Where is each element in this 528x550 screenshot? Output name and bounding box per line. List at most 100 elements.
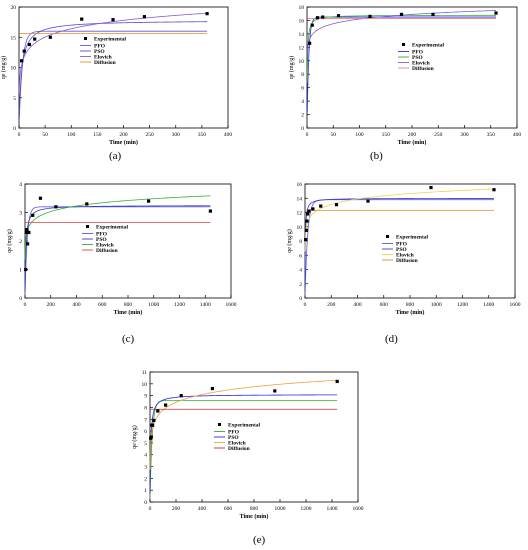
legend-label-experimental: Experimental bbox=[94, 37, 127, 43]
experimental-point bbox=[147, 199, 151, 203]
y-tick-label: 14 bbox=[299, 32, 305, 38]
x-tick-label: 200 bbox=[47, 302, 56, 308]
experimental-point bbox=[305, 219, 309, 223]
y-tick-label: 9 bbox=[144, 394, 147, 400]
y-axis-label: qe (mg/g) bbox=[288, 56, 295, 80]
x-tick-label: 1000 bbox=[148, 302, 159, 308]
y-tick-label: 10 bbox=[142, 382, 148, 388]
x-tick-label: 200 bbox=[119, 132, 128, 138]
experimental-point bbox=[304, 237, 308, 242]
x-tick-label: 200 bbox=[327, 302, 336, 308]
x-tick-label: 400 bbox=[513, 132, 522, 138]
x-tick-label: 1600 bbox=[353, 506, 364, 512]
y-tick-label: 16 bbox=[299, 18, 305, 24]
x-tick-label: 800 bbox=[406, 302, 415, 308]
y-tick-label: 8 bbox=[301, 72, 304, 78]
legend-label-pfo: PFO bbox=[96, 232, 108, 238]
experimental-point bbox=[310, 23, 314, 27]
chart-panel-3: 0 200 400 600 800 1000 1200 1400 1600 0 1 2 3 4 Time (… bbox=[6, 182, 237, 316]
y-tick-label: 2 bbox=[19, 239, 22, 245]
experimental-point bbox=[321, 15, 325, 19]
y-tick-label: 10 bbox=[297, 225, 303, 231]
plot-frame bbox=[24, 183, 232, 299]
x-axis-label: Time (min) bbox=[396, 309, 425, 316]
experimental-point bbox=[142, 15, 146, 19]
panel-label-a: (a) bbox=[109, 150, 122, 162]
y-tick-label: 6 bbox=[301, 86, 304, 92]
legend-label-experimental: Experimental bbox=[412, 43, 445, 49]
y-tick-label: 8 bbox=[144, 405, 147, 411]
experimental-point bbox=[111, 18, 115, 22]
x-tick-label: 400 bbox=[353, 302, 362, 308]
experimental-point bbox=[25, 242, 30, 246]
experimental-point bbox=[80, 17, 84, 21]
experimental-point bbox=[85, 202, 89, 206]
legend-label-pso: PSO bbox=[396, 247, 407, 253]
y-tick-label: 12 bbox=[299, 45, 305, 51]
experimental-point bbox=[48, 35, 52, 39]
series-line-pso bbox=[18, 21, 208, 118]
series-line-pso bbox=[304, 198, 495, 281]
x-tick-label: 1000 bbox=[275, 506, 286, 512]
panel-label-c: (c) bbox=[122, 333, 135, 345]
x-axis-label: Time (min) bbox=[240, 513, 269, 520]
x-tick-label: 200 bbox=[172, 506, 181, 512]
legend-label-experimental: Experimental bbox=[396, 235, 429, 241]
series-line-pfo bbox=[18, 30, 208, 121]
y-tick-label: 2 bbox=[299, 282, 302, 288]
x-tick-label: 1600 bbox=[510, 302, 521, 308]
x-tick-label: 1400 bbox=[200, 302, 211, 308]
series-line-elovich bbox=[304, 188, 495, 252]
y-tick-label: 0 bbox=[144, 500, 147, 506]
experimental-point bbox=[368, 14, 372, 19]
x-tick-label: 0 bbox=[149, 506, 152, 512]
y-tick-label: 16 bbox=[297, 182, 303, 188]
experimental-point bbox=[208, 209, 212, 213]
x-tick-label: 150 bbox=[382, 132, 391, 138]
y-tick-label: 6 bbox=[299, 253, 302, 259]
x-tick-label: 400 bbox=[224, 132, 233, 138]
legend-label-pfo: PFO bbox=[396, 242, 408, 248]
x-tick-label: 350 bbox=[487, 132, 496, 138]
legend-label-pfo: PFO bbox=[412, 50, 424, 56]
experimental-point bbox=[54, 205, 58, 209]
x-tick-label: 200 bbox=[408, 132, 417, 138]
y-tick-label: 0 bbox=[301, 126, 304, 132]
y-tick-label: 4 bbox=[19, 182, 22, 188]
experimental-point bbox=[24, 230, 28, 235]
y-tick-label: 2 bbox=[144, 476, 147, 482]
x-axis-label: Time (min) bbox=[398, 139, 427, 146]
experimental-point bbox=[27, 230, 31, 235]
legend-label-pfo: PFO bbox=[94, 44, 106, 50]
experimental-point bbox=[311, 207, 315, 211]
legend-marker-experimental bbox=[84, 37, 87, 40]
legend-label-diffusion: Diffusion bbox=[396, 258, 418, 264]
series-line-pfo bbox=[24, 206, 211, 296]
x-tick-label: 1400 bbox=[483, 302, 494, 308]
y-axis-label: qe (mg/g) bbox=[6, 229, 13, 253]
x-tick-label: 600 bbox=[98, 302, 107, 308]
legend-label-pfo: PFO bbox=[228, 430, 240, 436]
y-tick-label: 1 bbox=[19, 268, 22, 274]
x-tick-label: 100 bbox=[67, 132, 76, 138]
experimental-point bbox=[429, 185, 433, 190]
x-tick-label: 400 bbox=[72, 302, 81, 308]
y-tick-label: 15 bbox=[11, 35, 17, 41]
experimental-point bbox=[306, 212, 310, 216]
legend-label-diffusion: Diffusion bbox=[412, 66, 434, 72]
experimental-point bbox=[31, 213, 35, 217]
experimental-point bbox=[164, 403, 168, 407]
y-tick-label: 6 bbox=[144, 429, 147, 435]
legend-marker-experimental bbox=[86, 225, 89, 228]
chart-panel-2: 0 50 100 150 200 250 300 350 400 0 2 4 6 8 10 12 14 16 18 T… bbox=[288, 5, 521, 146]
y-axis-label: qe (mg/g) bbox=[286, 229, 293, 253]
legend-label-elovich: Elovich bbox=[94, 55, 112, 61]
x-tick-label: 100 bbox=[355, 132, 364, 138]
experimental-point bbox=[273, 389, 277, 393]
x-tick-label: 150 bbox=[93, 132, 102, 138]
experimental-point bbox=[319, 204, 323, 208]
experimental-point bbox=[315, 16, 320, 20]
